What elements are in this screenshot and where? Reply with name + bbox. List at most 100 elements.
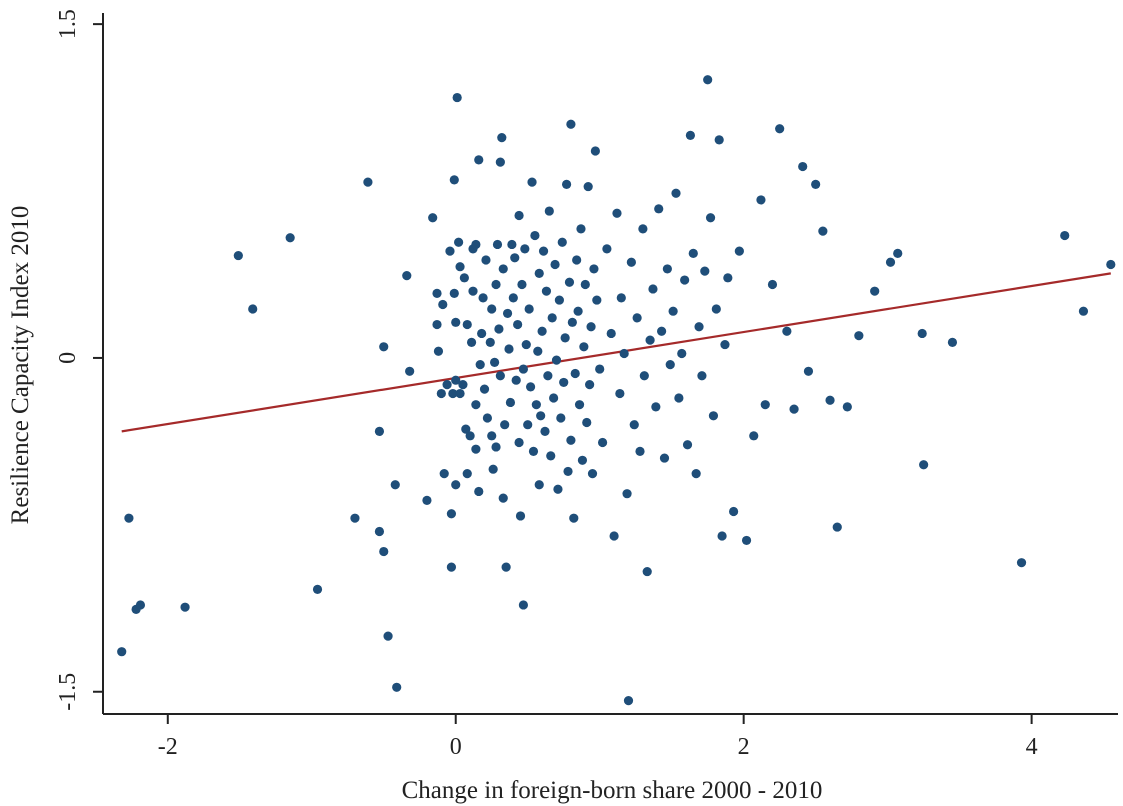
data-point <box>518 600 528 610</box>
data-point <box>491 442 501 452</box>
data-point <box>518 364 528 374</box>
data-point <box>615 388 625 399</box>
data-point <box>842 402 852 412</box>
data-point <box>648 284 658 294</box>
data-point <box>285 233 295 243</box>
data-point <box>582 417 592 428</box>
data-point <box>498 493 508 503</box>
data-point <box>580 279 590 290</box>
data-point <box>451 317 461 327</box>
data-point <box>471 400 481 410</box>
data-point <box>471 444 481 454</box>
data-point <box>492 239 503 250</box>
data-point <box>452 92 462 103</box>
data-point <box>1106 259 1116 270</box>
data-point <box>135 600 146 610</box>
data-point <box>775 124 785 134</box>
data-point <box>592 295 602 305</box>
data-point <box>674 393 684 403</box>
data-point <box>481 255 491 265</box>
data-point <box>363 177 373 187</box>
x-tick-label: 4 <box>1026 734 1038 760</box>
data-point <box>586 322 596 332</box>
data-point <box>459 273 469 283</box>
data-point <box>623 696 634 706</box>
data-point <box>514 437 524 448</box>
data-point <box>760 400 770 410</box>
data-point <box>497 133 507 143</box>
data-point <box>350 513 360 523</box>
data-point <box>619 348 629 359</box>
data-point <box>461 424 471 434</box>
data-point <box>632 313 642 323</box>
data-point <box>639 371 649 381</box>
data-point <box>442 380 452 390</box>
data-point <box>749 431 759 441</box>
data-point <box>233 250 243 261</box>
data-point <box>449 175 459 185</box>
data-point <box>818 226 828 236</box>
data-point <box>422 495 432 505</box>
data-point <box>546 451 556 461</box>
data-point <box>438 299 448 310</box>
data-point <box>436 388 446 399</box>
data-point <box>1078 306 1089 316</box>
data-point <box>445 246 455 256</box>
data-point <box>485 337 495 347</box>
data-point <box>502 308 513 319</box>
data-point <box>609 531 619 541</box>
data-point <box>505 397 516 408</box>
data-point <box>645 335 655 345</box>
data-point <box>700 266 710 276</box>
data-point <box>566 119 576 129</box>
data-point <box>312 584 323 594</box>
data-point <box>530 230 540 241</box>
data-point <box>782 326 792 336</box>
data-point <box>543 371 553 381</box>
data-point <box>711 304 721 314</box>
data-point <box>717 531 727 541</box>
data-point <box>697 371 707 381</box>
y-tick-label: -1.5 <box>55 673 81 711</box>
data-point <box>524 304 534 314</box>
data-point <box>811 179 821 189</box>
data-point <box>511 375 521 385</box>
data-point <box>557 237 567 247</box>
data-point <box>433 346 444 356</box>
data-point <box>504 344 514 354</box>
data-point <box>455 388 465 399</box>
y-axis-ticks: -1.5 0 1.5 <box>55 9 103 711</box>
data-point <box>379 342 389 352</box>
data-point <box>691 469 701 479</box>
data-point <box>635 446 645 457</box>
data-point <box>508 293 518 303</box>
data-point <box>515 511 526 521</box>
data-point <box>474 155 484 165</box>
data-point <box>688 248 698 258</box>
data-point <box>448 388 458 399</box>
data-point <box>917 328 927 339</box>
data-point <box>554 295 564 305</box>
data-point <box>528 446 539 457</box>
data-point <box>657 326 667 336</box>
data-point <box>540 426 550 436</box>
data-point <box>383 631 393 641</box>
data-point <box>585 380 595 390</box>
data-point <box>124 513 134 523</box>
x-axis-ticks: -2 0 2 4 <box>158 714 1038 760</box>
data-point <box>1016 558 1027 568</box>
data-point <box>482 413 493 423</box>
x-tick-label: -2 <box>158 734 178 760</box>
data-point <box>553 484 563 494</box>
data-point <box>662 264 672 274</box>
data-point <box>510 253 520 263</box>
data-point <box>550 259 560 270</box>
data-point <box>507 239 517 250</box>
data-point <box>642 566 652 577</box>
data-point <box>117 647 127 657</box>
data-point <box>665 360 675 370</box>
data-point <box>478 293 488 303</box>
data-point <box>449 288 459 298</box>
data-point <box>563 466 573 477</box>
